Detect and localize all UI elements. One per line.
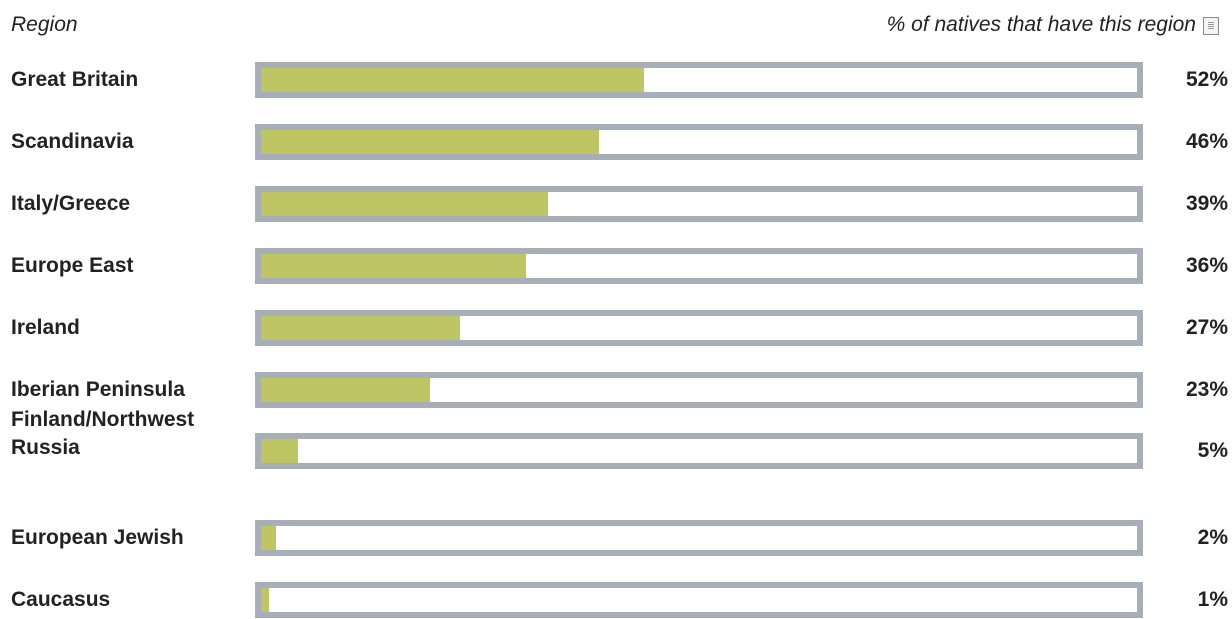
region-label: European Jewish: [11, 524, 246, 552]
value-label: 39%: [1186, 190, 1228, 218]
value-label: 36%: [1186, 252, 1228, 280]
bar-fill: [261, 526, 276, 550]
region-label: Iberian Peninsula: [11, 376, 246, 404]
region-label: Italy/Greece: [11, 190, 246, 218]
bar-fill: [261, 588, 269, 612]
bar-track: [255, 186, 1143, 222]
region-label: Finland/Northwest Russia: [11, 406, 246, 462]
region-label: Scandinavia: [11, 128, 246, 156]
bar-fill: [261, 68, 644, 92]
value-label: 2%: [1198, 524, 1228, 552]
bar-track: [255, 310, 1143, 346]
bar-track: [255, 582, 1143, 618]
bar-fill: [261, 439, 298, 463]
bar-fill: [261, 130, 599, 154]
value-label: 52%: [1186, 66, 1228, 94]
bar-fill: [261, 316, 460, 340]
value-label: 46%: [1186, 128, 1228, 156]
region-label: Great Britain: [11, 66, 246, 94]
bar-fill: [261, 192, 548, 216]
bar-track: [255, 372, 1143, 408]
region-label: Europe East: [11, 252, 246, 280]
bar-track: [255, 433, 1143, 469]
value-label: 1%: [1198, 586, 1228, 614]
bar-fill: [261, 254, 526, 278]
value-label: 5%: [1198, 437, 1228, 465]
region-label: Caucasus: [11, 586, 246, 614]
bar-track: [255, 124, 1143, 160]
value-label: 23%: [1186, 376, 1228, 404]
bar-fill: [261, 378, 430, 402]
value-label: 27%: [1186, 314, 1228, 342]
region-label: Ireland: [11, 314, 246, 342]
bar-track: [255, 62, 1143, 98]
bar-track: [255, 520, 1143, 556]
bar-track: [255, 248, 1143, 284]
